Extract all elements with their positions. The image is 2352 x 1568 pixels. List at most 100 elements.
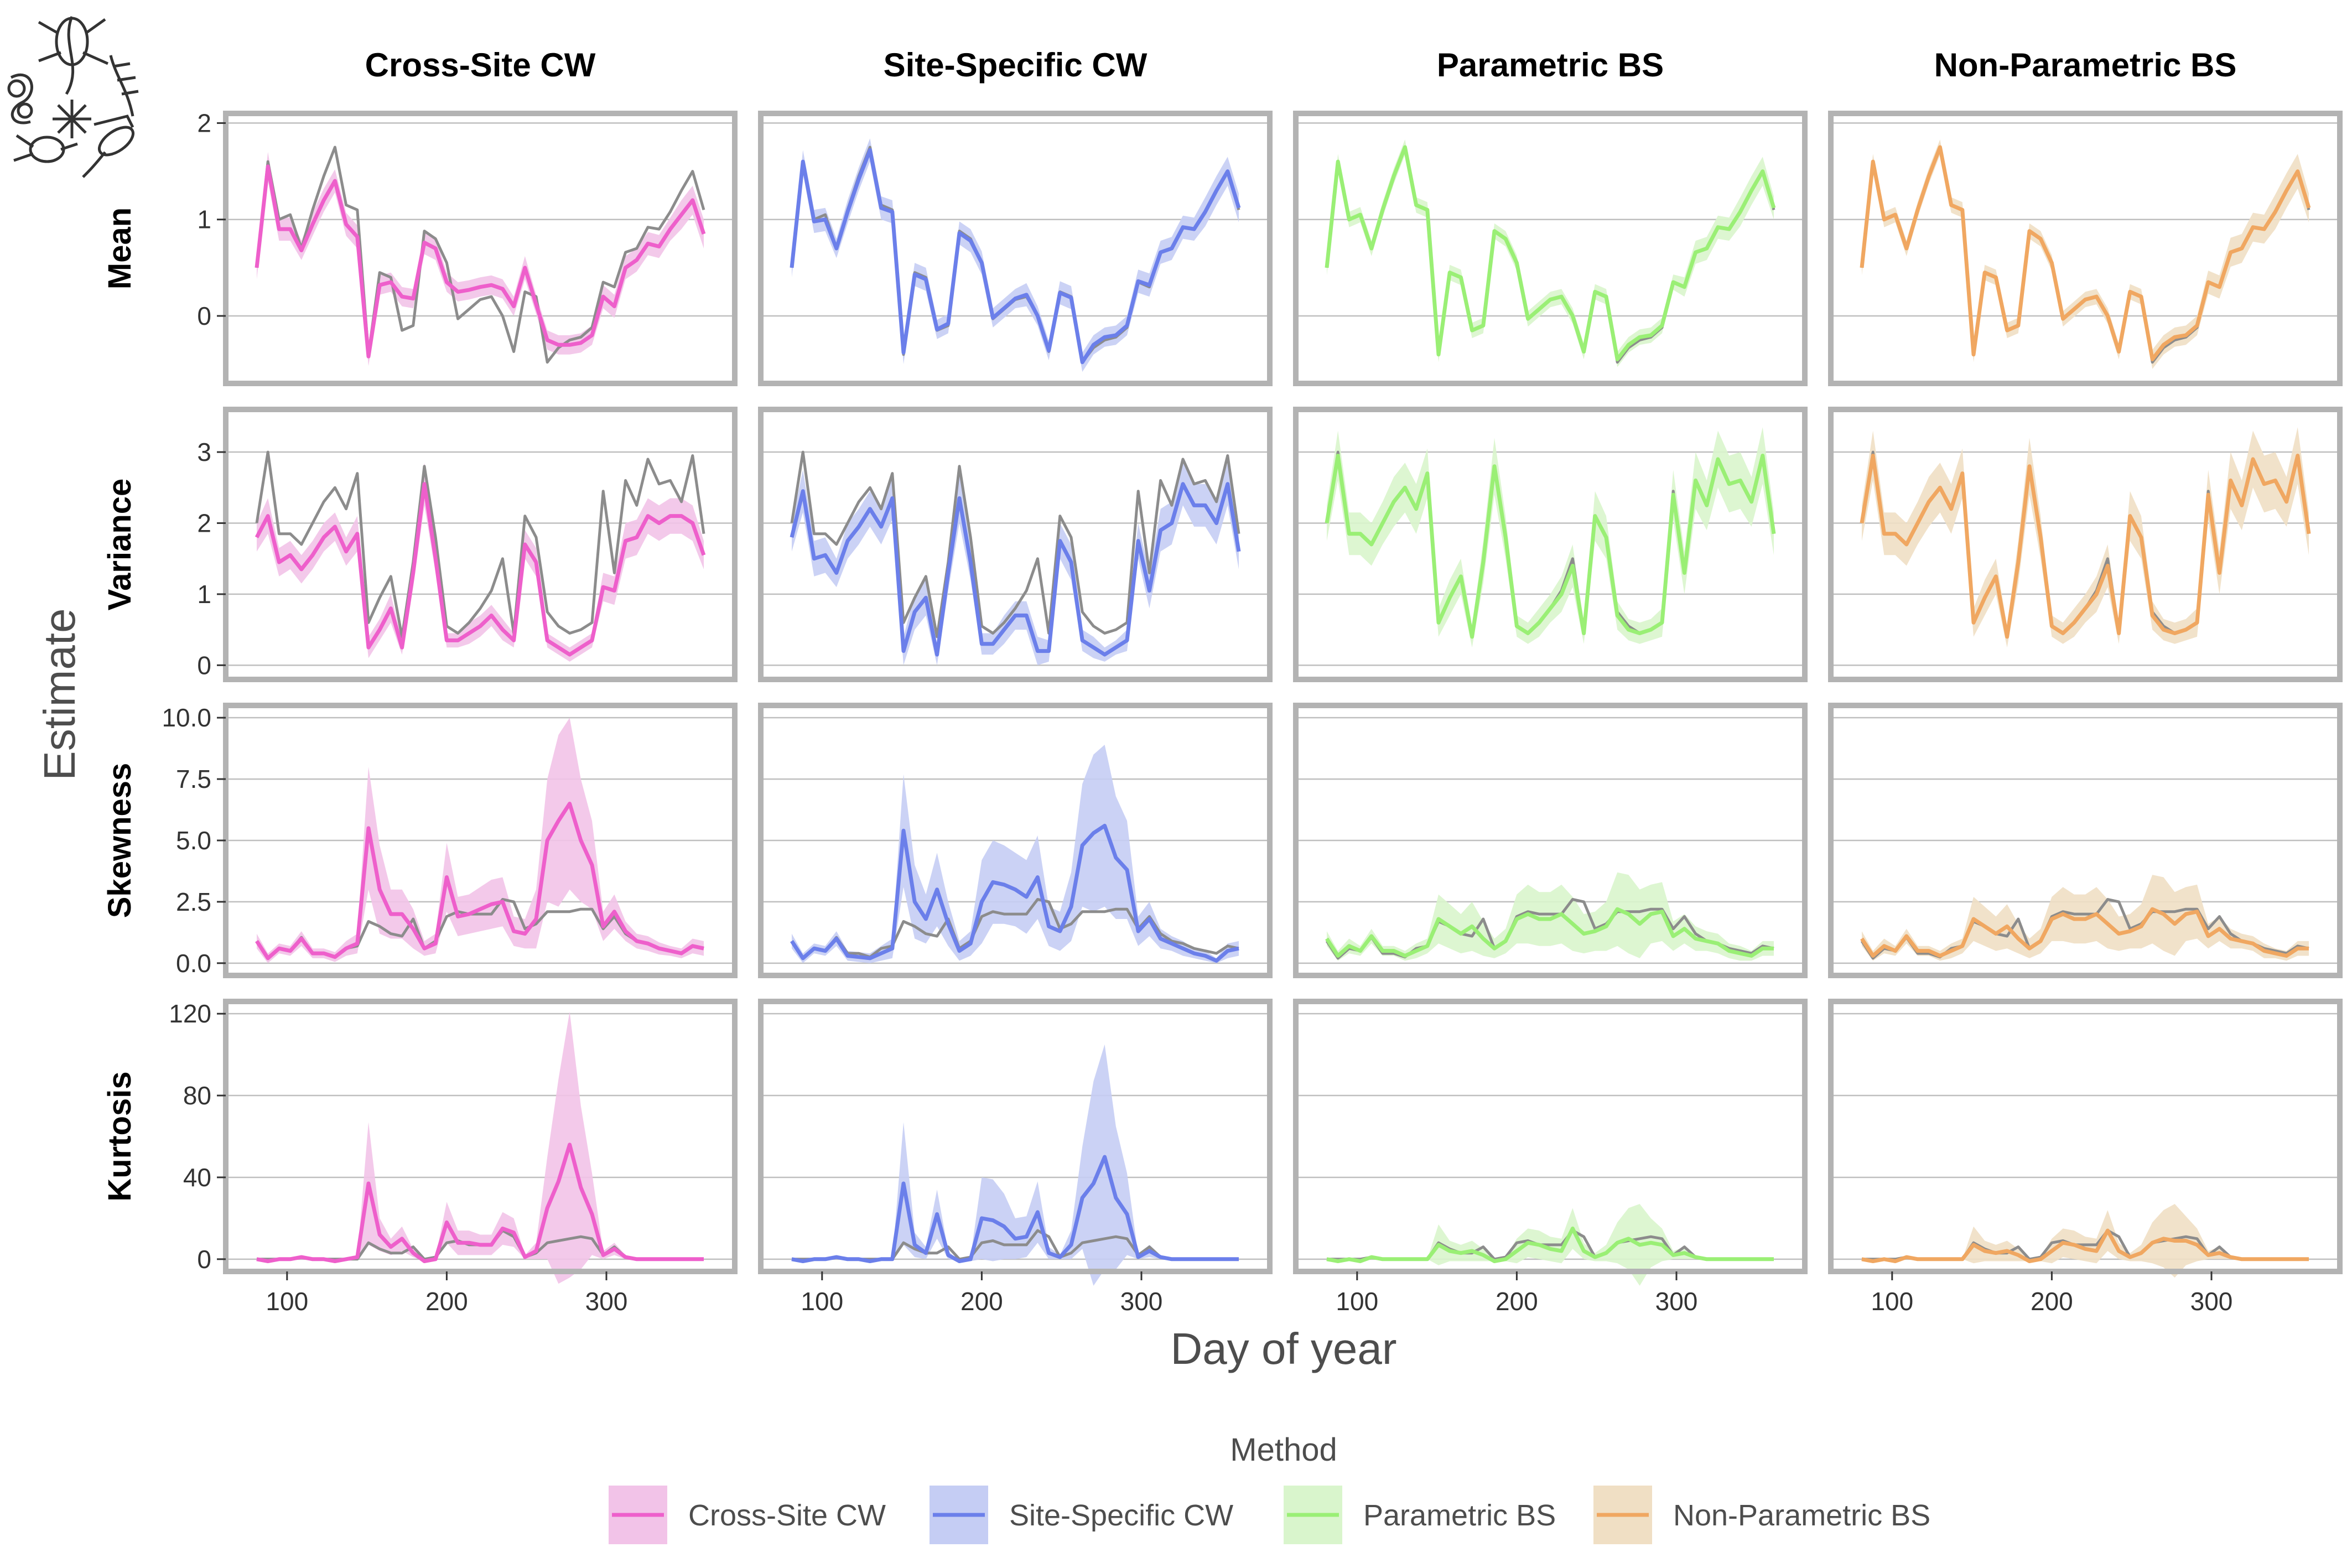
legend-label: Site-Specific CW bbox=[1009, 1499, 1233, 1532]
x-tick-label: 200 bbox=[425, 1287, 468, 1316]
uncertainty-ribbon bbox=[1862, 1204, 2309, 1278]
panel-border bbox=[1828, 111, 2343, 386]
column-title: Site-Specific CW bbox=[884, 46, 1148, 84]
legend-item: Site-Specific CW bbox=[930, 1486, 1233, 1544]
estimate-line bbox=[790, 482, 1241, 657]
facet-panel: 100 200 300 bbox=[758, 999, 1273, 1316]
legend-item: Parametric BS bbox=[1284, 1486, 1556, 1544]
facet-panel: 0 40 80 120 100 200 300 bbox=[169, 999, 738, 1316]
y-tick-label: 10.0 bbox=[162, 703, 211, 732]
facet-panel: 0 1 2 bbox=[197, 108, 738, 386]
estimate-line bbox=[790, 823, 1239, 963]
plankton-illustration-icon bbox=[7, 16, 139, 178]
column-titles: Cross-Site CW Site-Specific CW Parametric … bbox=[365, 46, 2237, 84]
legend-label: Parametric BS bbox=[1363, 1499, 1556, 1532]
panel-border bbox=[1828, 407, 2343, 682]
row-title: Variance bbox=[102, 479, 138, 611]
true-value-line bbox=[790, 898, 1239, 960]
estimate-line bbox=[1325, 907, 1774, 958]
estimate-line bbox=[256, 1143, 704, 1263]
estimate-line bbox=[1860, 145, 2311, 361]
legend-item: Cross-Site CW bbox=[609, 1486, 886, 1544]
x-axis-title: Day of year bbox=[1170, 1324, 1396, 1373]
facet-panel bbox=[1293, 111, 1808, 386]
estimate-line bbox=[1326, 1226, 1774, 1263]
estimate-line bbox=[1325, 454, 1776, 639]
uncertainty-ribbon bbox=[1327, 427, 1774, 648]
legend-label: Non-Parametric BS bbox=[1673, 1499, 1930, 1532]
y-tick-label: 0.0 bbox=[176, 949, 211, 978]
estimate-line bbox=[1860, 907, 2309, 958]
estimate-line bbox=[790, 148, 1241, 365]
x-tick-label: 100 bbox=[801, 1287, 843, 1316]
x-tick-label: 300 bbox=[2190, 1287, 2233, 1316]
facet-panel bbox=[758, 703, 1273, 978]
y-tick-label: 3 bbox=[197, 438, 211, 466]
x-tick-label: 100 bbox=[266, 1287, 308, 1316]
uncertainty-ribbon bbox=[1862, 427, 2309, 648]
legend-item: Non-Parametric BS bbox=[1593, 1486, 1930, 1544]
estimate-line bbox=[791, 1155, 1239, 1263]
column-title: Parametric BS bbox=[1437, 46, 1664, 84]
panel-border bbox=[758, 703, 1273, 978]
uncertainty-ribbon bbox=[1327, 872, 1774, 961]
y-tick-label: 2 bbox=[197, 508, 211, 537]
y-tick-label: 2 bbox=[197, 108, 211, 137]
facet-panel: 0 1 2 3 bbox=[197, 407, 738, 682]
y-axis-title: Estimate bbox=[35, 608, 84, 780]
panel-border bbox=[223, 111, 738, 386]
row-title: Kurtosis bbox=[102, 1071, 138, 1201]
uncertainty-ribbon bbox=[257, 718, 704, 963]
y-tick-label: 1 bbox=[197, 205, 211, 234]
facet-panel: 100 200 300 bbox=[1293, 999, 1808, 1316]
x-tick-label: 300 bbox=[1655, 1287, 1698, 1316]
panel-border bbox=[1293, 999, 1808, 1274]
column-title: Cross-Site CW bbox=[365, 46, 596, 84]
true-value-line bbox=[255, 146, 705, 364]
facet-panel: 0.0 2.5 5.0 7.5 10.0 bbox=[162, 703, 738, 978]
y-tick-label: 40 bbox=[183, 1163, 211, 1192]
row-title: Mean bbox=[102, 207, 138, 289]
x-tick-label: 300 bbox=[585, 1287, 628, 1316]
panel-border bbox=[223, 999, 738, 1274]
legend-title: Method bbox=[1230, 1432, 1337, 1468]
estimate-line bbox=[255, 164, 706, 359]
estimate-line bbox=[1860, 454, 2311, 639]
true-value-line bbox=[255, 450, 705, 638]
uncertainty-ribbon bbox=[792, 745, 1239, 963]
x-tick-label: 300 bbox=[1120, 1287, 1163, 1316]
y-tick-label: 0 bbox=[197, 651, 211, 679]
panel-border bbox=[758, 999, 1273, 1274]
y-tick-label: 7.5 bbox=[176, 765, 211, 793]
y-tick-label: 2.5 bbox=[176, 887, 211, 916]
panel-border bbox=[1293, 703, 1808, 978]
row-title: Skewness bbox=[102, 763, 138, 918]
y-tick-label: 80 bbox=[183, 1081, 211, 1110]
legend: Cross-Site CW Site-Specific CW Parametric … bbox=[609, 1486, 1930, 1544]
facet-panel bbox=[1828, 703, 2343, 978]
facet-panel bbox=[1828, 111, 2343, 386]
uncertainty-ribbon bbox=[257, 463, 704, 662]
y-tick-label: 0 bbox=[197, 302, 211, 330]
panel-border bbox=[1828, 999, 2343, 1274]
estimate-line bbox=[1325, 145, 1776, 361]
y-tick-label: 1 bbox=[197, 580, 211, 609]
panel-border bbox=[758, 111, 1273, 386]
uncertainty-ribbon bbox=[792, 1044, 1239, 1286]
panel-border bbox=[1828, 703, 2343, 978]
uncertainty-ribbon bbox=[792, 463, 1239, 666]
true-value-line bbox=[790, 450, 1240, 638]
x-tick-label: 100 bbox=[1871, 1287, 1913, 1316]
y-tick-label: 5.0 bbox=[176, 826, 211, 855]
facet-panel bbox=[1293, 407, 1808, 682]
x-tick-label: 100 bbox=[1336, 1287, 1378, 1316]
panel-border bbox=[1293, 111, 1808, 386]
estimate-line bbox=[255, 802, 704, 960]
x-tick-label: 200 bbox=[2031, 1287, 2073, 1316]
facet-panel bbox=[758, 111, 1273, 386]
facet-panel: 100 200 300 bbox=[1828, 999, 2343, 1316]
panel-border bbox=[1293, 407, 1808, 682]
y-tick-label: 120 bbox=[169, 999, 211, 1028]
